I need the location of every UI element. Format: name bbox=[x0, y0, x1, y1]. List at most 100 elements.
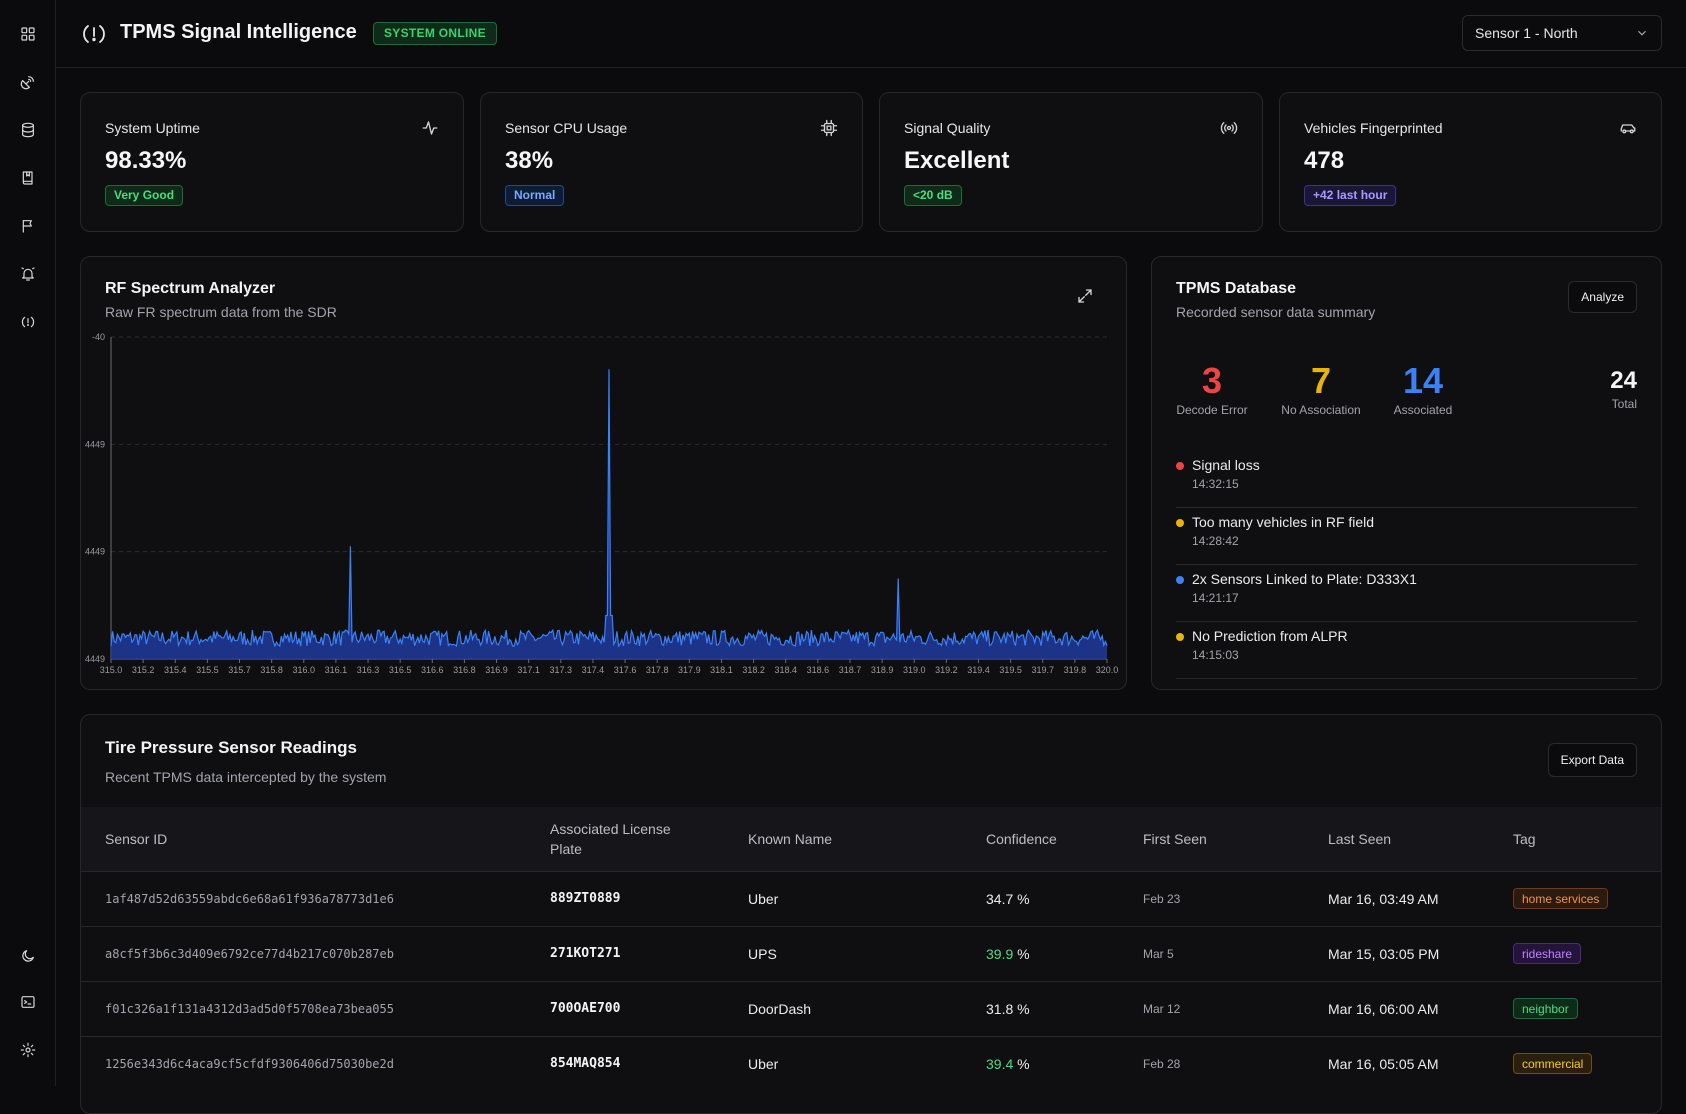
x-tick-label: 318.4 bbox=[774, 665, 797, 675]
x-tick-label: 315.4 bbox=[164, 665, 187, 675]
analyze-button[interactable]: Analyze bbox=[1568, 281, 1637, 313]
settings-icon[interactable] bbox=[16, 1038, 40, 1062]
stat-pill: Very Good bbox=[105, 185, 184, 206]
event-title: 2x Sensors Linked to Plate: D333X1 bbox=[1192, 571, 1417, 587]
column-header[interactable]: Tag bbox=[1513, 830, 1536, 847]
top-bar: TPMS Signal Intelligence SYSTEM ONLINE S… bbox=[56, 0, 1686, 68]
list-item[interactable]: No Prediction from ALPR 14:15:03 bbox=[1176, 622, 1637, 679]
x-tick-label: 317.3 bbox=[550, 665, 573, 675]
last-seen-cell: Mar 15, 03:05 PM bbox=[1304, 925, 1489, 981]
event-time: 14:32:15 bbox=[1192, 477, 1239, 491]
count-total: 24 Total bbox=[1610, 367, 1637, 411]
activity-icon bbox=[421, 119, 439, 137]
table-row[interactable]: 1256e343d6c4aca9cf5cfdf9306406d75030be2d… bbox=[81, 1035, 1661, 1091]
tag-cell: home services bbox=[1489, 870, 1661, 926]
confidence-value: 31.8 bbox=[986, 1000, 1014, 1017]
column-header[interactable]: Sensor ID bbox=[105, 830, 168, 847]
table-row[interactable]: f01c326a1f131a4312d3ad5d0f5708ea73bea055… bbox=[81, 980, 1661, 1036]
x-tick-label: 317.4 bbox=[582, 665, 605, 675]
count-number: 14 bbox=[1402, 360, 1444, 401]
stat-pill: +42 last hour bbox=[1304, 185, 1397, 206]
sensor-select[interactable]: Sensor 1 - North bbox=[1462, 15, 1662, 51]
x-tick-label: 316.5 bbox=[389, 665, 412, 675]
readings-title: Tire Pressure Sensor Readings bbox=[105, 738, 357, 757]
stat-label: Sensor CPU Usage bbox=[505, 120, 628, 136]
x-tick-label: 316.0 bbox=[293, 665, 316, 675]
table-row[interactable]: a8cf5f3b6c3d409e6792ce77d4b217c070b287eb… bbox=[81, 925, 1661, 981]
spectrum-line bbox=[110, 369, 1108, 648]
rf-spectrum-panel: RF Spectrum Analyzer Raw FR spectrum dat… bbox=[80, 256, 1127, 690]
tag-badge[interactable]: neighbor bbox=[1513, 998, 1578, 1019]
x-tick-label: 316.9 bbox=[485, 665, 508, 675]
total-number: 24 bbox=[1610, 367, 1637, 394]
export-data-button[interactable]: Export Data bbox=[1547, 743, 1637, 777]
license-plate-cell: 271KOT271 bbox=[526, 925, 724, 981]
chevron-down-icon bbox=[1638, 30, 1646, 36]
confidence-unit: % bbox=[1013, 890, 1030, 907]
x-tick-label: 319.2 bbox=[935, 665, 958, 675]
book-icon[interactable] bbox=[16, 166, 40, 190]
satellite-dish-icon[interactable] bbox=[16, 70, 40, 94]
readings-subtitle: Recent TPMS data intercepted by the syst… bbox=[105, 769, 387, 785]
database-icon[interactable] bbox=[16, 118, 40, 142]
list-item[interactable]: Too many vehicles in RF field 14:28:42 bbox=[1176, 508, 1637, 565]
column-header[interactable]: Last Seen bbox=[1328, 830, 1392, 847]
count-decode-error: 3 Decode Error bbox=[1176, 360, 1248, 418]
x-tick-label: 317.9 bbox=[678, 665, 701, 675]
confidence-cell: 31.8 % bbox=[962, 980, 1119, 1036]
x-tick-label: 318.9 bbox=[871, 665, 894, 675]
count-number: 3 bbox=[1201, 360, 1223, 401]
spectrum-subtitle: Raw FR spectrum data from the SDR bbox=[105, 304, 337, 320]
car-icon bbox=[1619, 119, 1637, 137]
database-title: TPMS Database bbox=[1176, 280, 1297, 297]
table-row[interactable]: 1af487d52d63559abdc6e68a61f936a78773d1e6… bbox=[81, 870, 1661, 926]
moon-icon[interactable] bbox=[16, 944, 40, 968]
flag-icon[interactable] bbox=[16, 214, 40, 238]
tire-alert-icon[interactable] bbox=[16, 310, 40, 334]
stat-value: 98.33% bbox=[105, 147, 187, 174]
list-item[interactable]: Signal loss 14:32:15 bbox=[1176, 451, 1637, 508]
tag-badge[interactable]: commercial bbox=[1513, 1053, 1593, 1075]
sensor-id-cell: a8cf5f3b6c3d409e6792ce77d4b217c070b287eb bbox=[81, 925, 526, 981]
x-tick-label: 316.1 bbox=[325, 665, 348, 675]
dashboard-icon[interactable] bbox=[16, 22, 40, 46]
column-header[interactable]: Confidence bbox=[986, 830, 1057, 847]
known-name-cell: DoorDash bbox=[724, 980, 962, 1036]
bell-icon[interactable] bbox=[16, 262, 40, 286]
x-tick-label: 319.4 bbox=[967, 665, 990, 675]
first-seen-cell: Mar 5 bbox=[1119, 925, 1304, 981]
list-item[interactable]: 2x Sensors Linked to Plate: D333X1 14:21… bbox=[1176, 565, 1637, 622]
stat-card-uptime: System Uptime 98.33% Very Good bbox=[80, 92, 464, 232]
x-tick-label: 315.8 bbox=[260, 665, 283, 675]
known-name-cell: Uber bbox=[724, 870, 962, 926]
first-seen-cell: Feb 28 bbox=[1119, 1035, 1304, 1091]
terminal-icon[interactable] bbox=[16, 990, 40, 1014]
tag-badge[interactable]: rideshare bbox=[1513, 943, 1582, 964]
x-tick-label: 315.2 bbox=[132, 665, 155, 675]
column-header[interactable]: First Seen bbox=[1143, 830, 1207, 847]
stat-value: 478 bbox=[1304, 147, 1345, 174]
x-tick-label: 319.7 bbox=[1031, 665, 1054, 675]
status-dot bbox=[1176, 462, 1184, 470]
confidence-unit: % bbox=[1013, 1000, 1030, 1017]
tag-badge[interactable]: home services bbox=[1513, 888, 1609, 909]
tire-alert-logo-icon bbox=[82, 22, 106, 46]
x-tick-label: 315.0 bbox=[100, 665, 123, 675]
first-seen-cell: Mar 12 bbox=[1119, 980, 1304, 1036]
confidence-cell: 34.7 % bbox=[962, 870, 1119, 926]
x-tick-label: 318.7 bbox=[839, 665, 862, 675]
tire-pressure-readings-panel: Tire Pressure Sensor Readings Recent TPM… bbox=[80, 714, 1662, 1114]
system-status-badge: SYSTEM ONLINE bbox=[373, 22, 497, 45]
last-seen-cell: Mar 16, 06:00 AM bbox=[1304, 980, 1489, 1036]
event-title: Too many vehicles in RF field bbox=[1192, 514, 1375, 530]
first-seen-cell: Feb 23 bbox=[1119, 870, 1304, 926]
confidence-cell: 39.4 % bbox=[962, 1035, 1119, 1091]
expand-icon[interactable] bbox=[1076, 287, 1094, 305]
radio-signal-icon bbox=[1220, 119, 1238, 137]
x-tick-label: 318.6 bbox=[807, 665, 830, 675]
status-dot bbox=[1176, 576, 1184, 584]
column-header[interactable]: Associated License Plate bbox=[550, 820, 671, 857]
column-header[interactable]: Known Name bbox=[748, 830, 833, 847]
x-tick-label: 319.5 bbox=[999, 665, 1022, 675]
